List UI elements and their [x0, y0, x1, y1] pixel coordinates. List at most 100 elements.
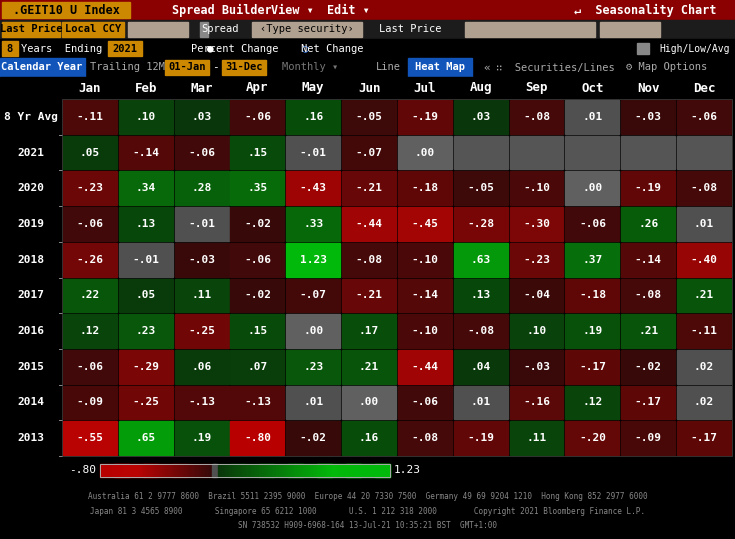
Bar [63, 243, 117, 277]
Bar [231, 207, 284, 241]
Bar [318, 464, 320, 476]
Text: .05: .05 [136, 291, 156, 300]
Bar [250, 464, 251, 476]
Bar [398, 385, 452, 419]
Bar [125, 464, 126, 476]
Bar [173, 464, 175, 476]
Bar [621, 350, 675, 384]
Bar [145, 464, 146, 476]
Bar [677, 207, 731, 241]
Bar [223, 464, 225, 476]
Bar [343, 207, 396, 241]
Bar [307, 464, 309, 476]
Bar [364, 464, 365, 476]
Text: -.19: -.19 [635, 183, 662, 194]
Text: -.17: -.17 [691, 433, 717, 443]
Bar [111, 464, 112, 476]
Text: .01: .01 [582, 112, 603, 122]
Bar [175, 421, 229, 455]
Bar [154, 464, 156, 476]
Bar [509, 171, 564, 205]
Bar [287, 279, 340, 312]
Bar [231, 350, 284, 384]
Bar [132, 464, 133, 476]
Text: -.17: -.17 [635, 397, 662, 407]
Bar [677, 279, 731, 312]
Text: Edit ▾: Edit ▾ [326, 3, 370, 17]
Text: -.25: -.25 [132, 397, 159, 407]
Bar [134, 464, 135, 476]
Bar [375, 464, 376, 476]
Bar [2, 2, 130, 18]
Bar [63, 171, 117, 205]
Text: -.06: -.06 [244, 254, 271, 265]
Bar [252, 464, 254, 476]
Bar [343, 421, 396, 455]
Bar [155, 464, 157, 476]
Bar [453, 314, 508, 348]
Bar [343, 136, 396, 169]
Bar [369, 464, 370, 476]
Bar [343, 464, 344, 476]
Bar [115, 464, 117, 476]
Text: -.10: -.10 [412, 254, 438, 265]
Bar [287, 100, 340, 134]
Text: -.44: -.44 [356, 219, 383, 229]
Text: Sep: Sep [526, 81, 548, 94]
Bar [222, 60, 266, 75]
Bar [165, 464, 166, 476]
Bar [453, 136, 508, 169]
Bar [179, 464, 181, 476]
Bar [231, 279, 284, 312]
Bar [287, 385, 340, 419]
Bar [105, 464, 107, 476]
Bar [621, 100, 675, 134]
Bar [106, 464, 107, 476]
Text: -.29: -.29 [132, 362, 159, 372]
Text: .06: .06 [191, 362, 212, 372]
Text: -.06: -.06 [188, 148, 215, 157]
Bar [312, 464, 314, 476]
Text: 2013: 2013 [18, 433, 45, 443]
Text: 2018: 2018 [18, 254, 45, 265]
Bar [128, 22, 188, 37]
Bar [283, 464, 284, 476]
Bar [284, 464, 286, 476]
Text: .15: .15 [247, 326, 268, 336]
Bar [287, 136, 340, 169]
Bar [243, 464, 245, 476]
Bar [63, 136, 117, 169]
Text: SN 738532 H909-6968-164 13-Jul-21 10:35:21 BST  GMT+1:00: SN 738532 H909-6968-164 13-Jul-21 10:35:… [238, 521, 497, 530]
Bar [260, 464, 262, 476]
Text: .13: .13 [470, 291, 491, 300]
Text: Spread Builder: Spread Builder [172, 3, 272, 17]
Text: -.02: -.02 [300, 433, 327, 443]
Bar [119, 314, 173, 348]
Bar [201, 464, 203, 476]
Bar [231, 136, 284, 169]
Bar [351, 464, 352, 476]
Bar [195, 464, 196, 476]
Bar [251, 464, 252, 476]
Bar [356, 464, 358, 476]
Text: -.11: -.11 [76, 112, 104, 122]
Bar [156, 464, 157, 476]
Bar [677, 421, 731, 455]
Text: 1.23: 1.23 [300, 254, 327, 265]
Text: -.03: -.03 [523, 362, 550, 372]
Bar [185, 464, 187, 476]
Text: -.01: -.01 [188, 219, 215, 229]
Text: -.30: -.30 [523, 219, 550, 229]
Bar [184, 464, 185, 476]
Bar [336, 464, 337, 476]
Bar [228, 464, 229, 476]
Bar [136, 464, 137, 476]
Bar [2, 41, 18, 56]
Bar [186, 464, 187, 476]
Bar [247, 464, 248, 476]
Bar [453, 279, 508, 312]
Bar [217, 464, 218, 476]
Text: -.14: -.14 [412, 291, 438, 300]
Bar [373, 464, 374, 476]
Bar [408, 58, 472, 77]
